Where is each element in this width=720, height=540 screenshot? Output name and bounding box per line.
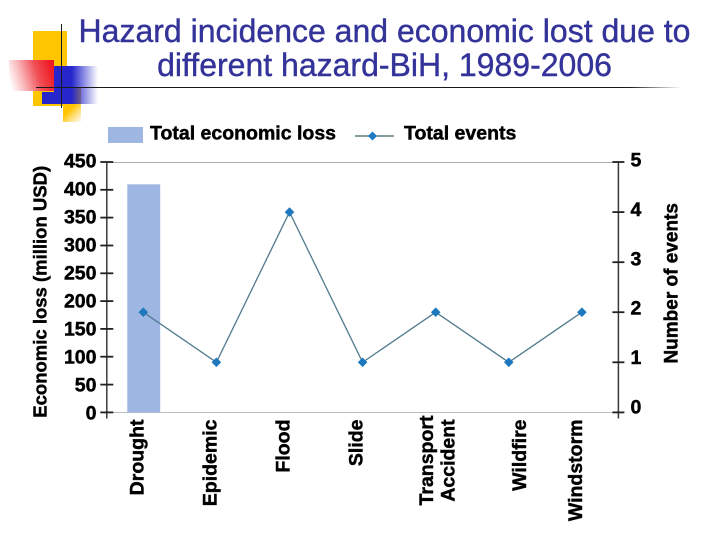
svg-text:300: 300 [64,234,97,256]
svg-text:1: 1 [631,347,642,369]
svg-text:5: 5 [631,150,642,172]
svg-text:4: 4 [631,199,642,221]
svg-text:250: 250 [64,263,97,285]
svg-text:Total economic loss: Total economic loss [150,123,336,145]
svg-text:Drought: Drought [126,419,148,495]
svg-text:Accident: Accident [437,419,459,502]
svg-text:100: 100 [64,347,97,369]
svg-text:Slide: Slide [346,419,368,466]
svg-text:Number of events: Number of events [662,203,683,363]
svg-text:Epidemic: Epidemic [199,419,221,506]
svg-text:Windstorm: Windstorm [565,420,587,522]
svg-text:2: 2 [631,298,642,320]
svg-text:400: 400 [64,178,97,200]
svg-text:Total events: Total events [404,123,516,145]
svg-text:Transport: Transport [416,415,438,505]
svg-text:0: 0 [631,396,642,418]
svg-text:450: 450 [64,150,97,172]
svg-text:3: 3 [631,248,642,270]
svg-text:50: 50 [75,375,97,397]
svg-text:150: 150 [64,319,97,341]
svg-text:0: 0 [86,403,97,425]
svg-text:Wildfire: Wildfire [509,419,531,490]
svg-text:Economic loss (million USD): Economic loss (million USD) [29,166,50,418]
svg-text:200: 200 [64,291,97,313]
svg-text:Flood: Flood [273,420,295,473]
svg-text:350: 350 [64,206,97,228]
